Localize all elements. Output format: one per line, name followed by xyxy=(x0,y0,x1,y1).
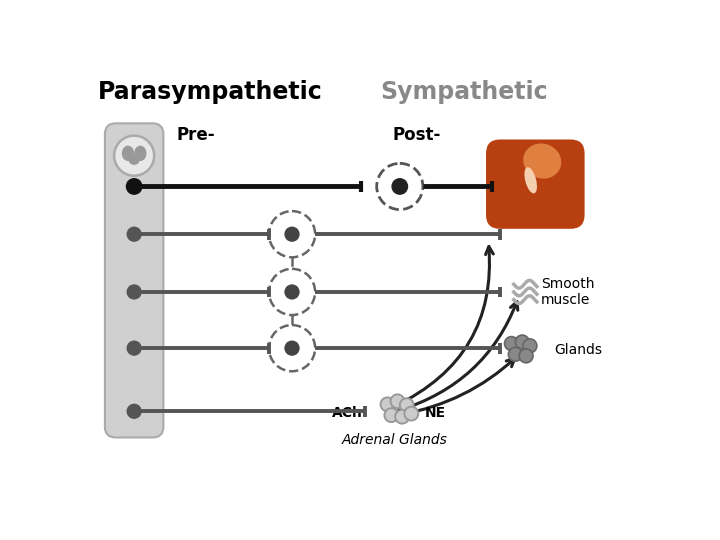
Text: ACh: ACh xyxy=(332,406,363,420)
Ellipse shape xyxy=(523,144,562,179)
Circle shape xyxy=(114,136,154,176)
Ellipse shape xyxy=(134,146,146,161)
Circle shape xyxy=(390,394,405,408)
Circle shape xyxy=(508,347,522,361)
Circle shape xyxy=(395,410,409,423)
Circle shape xyxy=(392,179,408,194)
Circle shape xyxy=(285,341,299,355)
Circle shape xyxy=(285,227,299,241)
Text: Parasympathetic: Parasympathetic xyxy=(98,80,323,104)
Circle shape xyxy=(381,397,395,411)
Circle shape xyxy=(377,164,423,210)
Text: Adrenal Glands: Adrenal Glands xyxy=(341,433,447,447)
Circle shape xyxy=(269,269,315,315)
Circle shape xyxy=(505,336,518,350)
Text: NE: NE xyxy=(426,406,446,420)
Circle shape xyxy=(285,285,299,299)
Text: Post-: Post- xyxy=(392,126,441,144)
Circle shape xyxy=(516,335,529,349)
Ellipse shape xyxy=(129,156,140,165)
Circle shape xyxy=(127,179,142,194)
Text: Glands: Glands xyxy=(554,343,602,357)
Circle shape xyxy=(127,227,141,241)
Circle shape xyxy=(127,404,141,418)
Text: Pre-: Pre- xyxy=(176,126,215,144)
FancyBboxPatch shape xyxy=(486,139,585,229)
Ellipse shape xyxy=(122,146,134,161)
Circle shape xyxy=(400,398,414,412)
FancyBboxPatch shape xyxy=(105,123,163,437)
Circle shape xyxy=(384,408,398,422)
Text: Smooth
muscle: Smooth muscle xyxy=(541,277,594,307)
Circle shape xyxy=(127,341,141,355)
Circle shape xyxy=(405,407,418,421)
Text: Sympathetic: Sympathetic xyxy=(381,80,548,104)
Circle shape xyxy=(127,285,141,299)
Circle shape xyxy=(523,339,537,353)
Circle shape xyxy=(519,349,533,363)
Ellipse shape xyxy=(524,167,537,193)
Circle shape xyxy=(269,325,315,372)
Circle shape xyxy=(269,211,315,257)
